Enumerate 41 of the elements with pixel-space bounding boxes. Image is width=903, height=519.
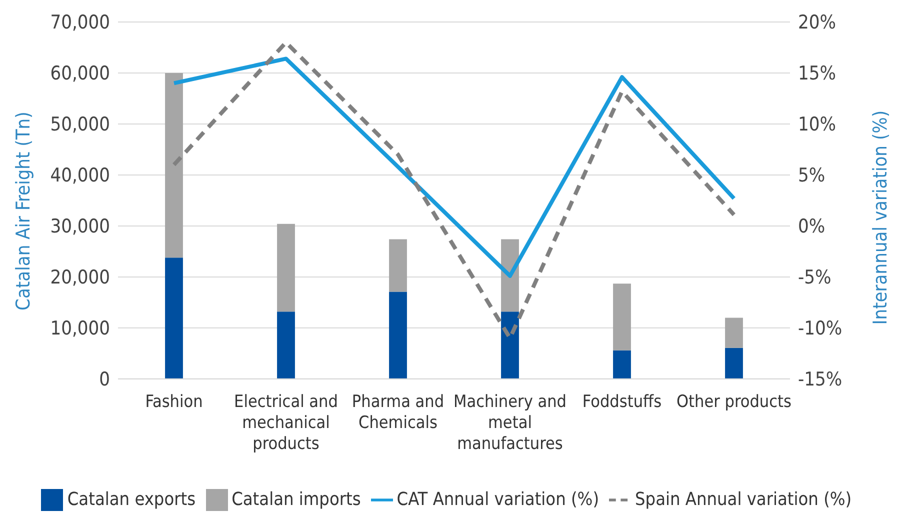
y2-tick-label: 5% [798, 164, 826, 187]
bar [725, 318, 743, 348]
y-tick-label: 50,000 [50, 114, 110, 136]
y-tick-label: 40,000 [50, 164, 110, 187]
x-tick-label: Electrical and mechanical products [234, 392, 338, 454]
line-series [172, 56, 736, 278]
y2-tick-label: 0% [798, 216, 826, 238]
x-tick-label: Foddstuffs [582, 392, 662, 412]
bar [165, 72, 183, 258]
x-tick-label: Other products [676, 392, 792, 412]
bar [389, 239, 407, 292]
legend-label: CAT Annual variation (%) [396, 488, 600, 510]
x-tick-label: Fashion [145, 392, 203, 412]
y2-tick-label: 20% [798, 12, 836, 34]
y2-tick-label: -10% [798, 318, 842, 340]
y-tick-label: 0 [99, 368, 110, 391]
bar [725, 348, 743, 379]
x-tick-label: Machinery and metal manufactures [454, 392, 566, 454]
y-axis-title: Catalan Air Freight (Tn) [12, 112, 35, 310]
bar [501, 312, 519, 379]
y2-tick-label: 10% [798, 114, 836, 136]
bar [501, 239, 519, 312]
legend-label: Catalan imports [232, 488, 361, 510]
y-tick-label: 60,000 [50, 62, 110, 85]
y2-tick-label: -5% [798, 266, 832, 289]
legend-label: Spain Annual variation (%) [635, 488, 852, 510]
bar [613, 284, 631, 350]
bar [277, 312, 295, 379]
x-tick-label: Pharma and Chemicals [352, 392, 444, 433]
y2-tick-label: 15% [798, 62, 836, 85]
y2-tick-label: -15% [798, 368, 842, 391]
bar [613, 350, 631, 379]
y-tick-label: 30,000 [50, 216, 110, 238]
y-tick-label: 70,000 [50, 12, 110, 34]
bar [165, 258, 183, 379]
bar [277, 224, 295, 312]
y-tick-label: 20,000 [50, 266, 110, 289]
legend-label: Catalan exports [67, 488, 196, 510]
bar [389, 292, 407, 379]
y-tick-label: 10,000 [50, 318, 110, 340]
y2-axis-title: Interannual variation (%) [870, 110, 892, 325]
